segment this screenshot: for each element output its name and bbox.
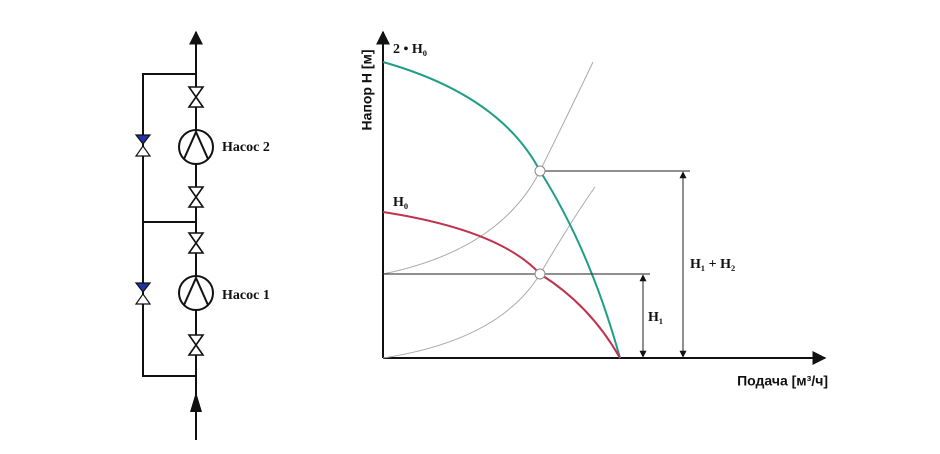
series-curve (382, 61, 621, 359)
dimension-label: H₁ (648, 310, 663, 325)
curve-label: H₀ (393, 195, 408, 210)
pump-label: Насос 2 (222, 140, 270, 155)
single-curve (382, 211, 621, 359)
pump-1 (178, 275, 214, 311)
curve-label: 2 • H₀ (393, 42, 427, 57)
dimension-label: H₁ + H₂ (690, 257, 735, 272)
schematic: Насос 2 Насос 1 (135, 30, 270, 440)
graph: 2 • H₀ H₀ H₁ + H₂ H₁ Напор H [м] Подача … (359, 30, 828, 389)
system-curve (382, 186, 596, 359)
pump-2 (178, 129, 214, 165)
system-curve (382, 61, 594, 275)
x-axis-label: Подача [м³/ч] (737, 373, 828, 389)
y-axis-label: Напор H [м] (359, 49, 375, 130)
pump-label: Насос 1 (222, 288, 270, 303)
